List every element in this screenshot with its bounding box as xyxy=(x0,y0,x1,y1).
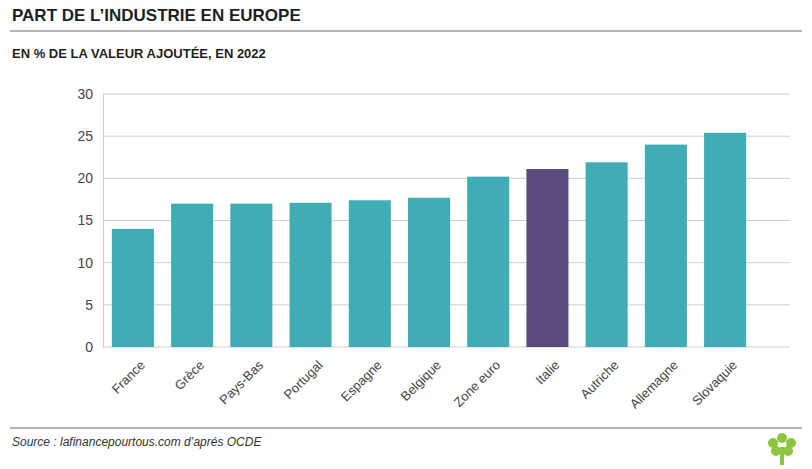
x-tick-label: Espagne xyxy=(338,357,385,404)
bar xyxy=(171,204,213,347)
bar xyxy=(408,198,450,347)
grid-line xyxy=(103,94,790,95)
title: PART DE L’INDUSTRIE EN EUROPE xyxy=(12,6,301,25)
x-tick-label: Grèce xyxy=(171,357,207,393)
x-tick-label: Belgique xyxy=(398,357,444,403)
x-tick-label: Pays-Bas xyxy=(216,357,266,407)
logo-leaf xyxy=(777,433,787,443)
x-tick-label: Allemagne xyxy=(627,357,681,411)
y-tick: 15 xyxy=(77,212,103,228)
bar xyxy=(526,169,568,347)
subtitle: EN % DE LA VALEUR AJOUTÉE, EN 2022 xyxy=(12,46,266,61)
y-tick-label: 5 xyxy=(85,297,93,313)
grid-line xyxy=(103,178,790,179)
x-tick: Autriche xyxy=(577,347,621,402)
y-tick: 5 xyxy=(85,297,103,313)
x-tick: Slovaquie xyxy=(689,347,740,408)
bar xyxy=(586,162,628,347)
x-tick: Zone euro xyxy=(451,347,504,410)
y-axis: 0 5 10 15 20 25 30 xyxy=(77,86,103,355)
x-tick-label: France xyxy=(109,357,148,396)
y-tick-label: 30 xyxy=(77,86,93,102)
y-tick-label: 25 xyxy=(77,128,93,144)
bars xyxy=(112,133,746,347)
logo xyxy=(768,433,796,465)
bar xyxy=(290,203,332,347)
x-tick: France xyxy=(109,347,148,397)
y-tick: 30 xyxy=(77,86,103,102)
bar xyxy=(467,177,509,347)
grid xyxy=(103,94,790,347)
x-tick-label: Portugal xyxy=(281,357,326,402)
y-tick-label: 10 xyxy=(77,255,93,271)
y-tick: 25 xyxy=(77,128,103,144)
x-tick-label: Zone euro xyxy=(451,357,504,410)
plot: 0 5 10 15 20 25 30 France GrècePays-Bas Portugal E… xyxy=(77,86,790,411)
logo-leaf xyxy=(771,446,781,456)
x-tick-label: Slovaquie xyxy=(689,357,740,408)
x-tick: Italie xyxy=(532,347,562,387)
x-tick: Pays-Bas xyxy=(216,347,266,407)
chart: PART DE L’INDUSTRIE EN EUROPE EN % DE LA … xyxy=(0,0,812,469)
source: Source : lafinancepourtous.com d’aprés O… xyxy=(12,435,262,449)
x-tick: Belgique xyxy=(398,347,444,404)
bar xyxy=(230,204,272,347)
logo-leaf xyxy=(783,446,793,456)
x-axis: France GrècePays-Bas Portugal Espagne Belgiq… xyxy=(109,347,740,411)
y-tick-label: 20 xyxy=(77,170,93,186)
bar xyxy=(645,145,687,347)
bar xyxy=(349,200,391,347)
x-tick: Espagne xyxy=(338,347,385,404)
title-rule xyxy=(10,31,802,32)
y-tick: 20 xyxy=(77,170,103,186)
y-tick-label: 15 xyxy=(77,212,93,228)
y-tick: 10 xyxy=(77,255,103,271)
y-axis-line xyxy=(103,95,104,348)
x-tick-label: Autriche xyxy=(577,357,621,401)
x-tick: Grèce xyxy=(171,347,207,393)
footer-rule xyxy=(10,428,802,429)
y-tick-label: 0 xyxy=(85,339,93,355)
y-tick: 0 xyxy=(85,339,103,355)
bar xyxy=(704,133,746,347)
bar xyxy=(112,229,154,347)
grid-line xyxy=(103,136,790,137)
x-tick: Allemagne xyxy=(627,347,681,411)
x-tick-label: Italie xyxy=(532,357,562,387)
x-tick: Portugal xyxy=(281,347,326,402)
